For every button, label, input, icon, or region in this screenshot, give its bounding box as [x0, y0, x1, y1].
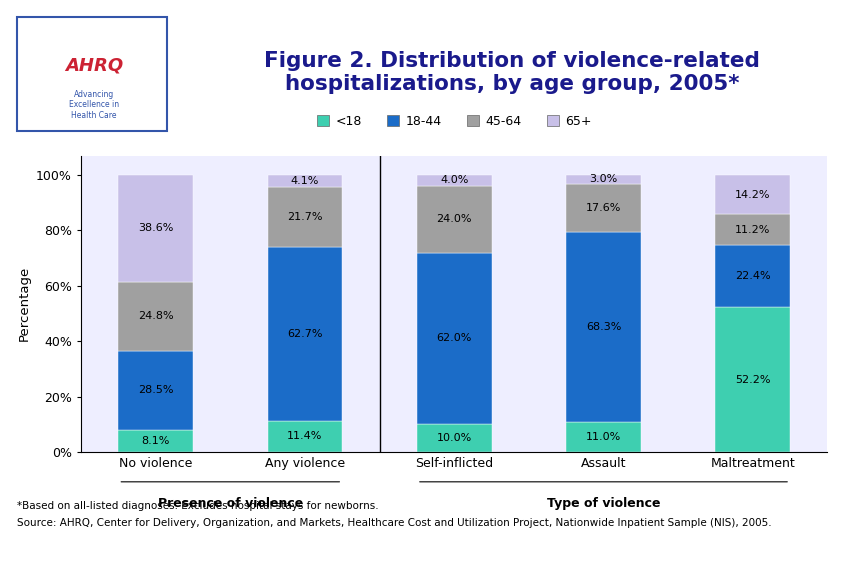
Bar — [417, 186, 491, 252]
Text: 3.0%: 3.0% — [589, 175, 617, 184]
Text: 10.0%: 10.0% — [436, 433, 471, 444]
Text: AHRQ: AHRQ — [65, 57, 123, 75]
Bar — [566, 175, 640, 184]
FancyBboxPatch shape — [17, 17, 167, 131]
Text: Presence of violence: Presence of violence — [158, 497, 302, 510]
Bar — [566, 422, 640, 452]
Bar — [417, 425, 491, 452]
Text: Figure 2. Distribution of violence-related
hospitalizations, by age group, 2005*: Figure 2. Distribution of violence-relat… — [263, 51, 759, 94]
Text: 22.4%: 22.4% — [734, 271, 769, 282]
Bar — [417, 175, 491, 186]
Bar — [118, 351, 193, 430]
Text: 17.6%: 17.6% — [585, 203, 620, 213]
Text: 38.6%: 38.6% — [138, 223, 173, 233]
Bar — [118, 282, 193, 351]
Text: 4.1%: 4.1% — [291, 176, 319, 186]
Y-axis label: Percentage: Percentage — [18, 266, 31, 342]
Text: 62.0%: 62.0% — [436, 334, 471, 343]
Text: 62.7%: 62.7% — [287, 329, 322, 339]
Bar — [715, 175, 789, 214]
Text: 28.5%: 28.5% — [138, 385, 173, 395]
Text: *Based on all-listed diagnoses. Excludes hospital stays for newborns.: *Based on all-listed diagnoses. Excludes… — [17, 501, 378, 511]
Text: 52.2%: 52.2% — [734, 375, 769, 385]
Bar — [268, 187, 342, 247]
Text: Source: AHRQ, Center for Delivery, Organization, and Markets, Healthcare Cost an: Source: AHRQ, Center for Delivery, Organ… — [17, 518, 771, 528]
Text: 4.0%: 4.0% — [440, 176, 468, 185]
Text: 14.2%: 14.2% — [734, 190, 769, 200]
Text: 24.0%: 24.0% — [436, 214, 471, 224]
Text: 11.0%: 11.0% — [585, 432, 620, 442]
Text: 24.8%: 24.8% — [138, 311, 173, 321]
Text: 11.2%: 11.2% — [734, 225, 769, 235]
Legend: <18, 18-44, 45-64, 65+: <18, 18-44, 45-64, 65+ — [311, 110, 596, 133]
Text: 8.1%: 8.1% — [141, 436, 170, 446]
Bar — [118, 175, 193, 282]
Bar — [268, 247, 342, 420]
Text: 68.3%: 68.3% — [585, 322, 620, 332]
Bar — [268, 175, 342, 187]
Text: 11.4%: 11.4% — [287, 431, 322, 441]
Text: 21.7%: 21.7% — [287, 211, 322, 222]
Bar — [715, 214, 789, 245]
Bar — [268, 420, 342, 452]
Bar — [417, 252, 491, 425]
Bar — [118, 430, 193, 452]
Bar — [715, 245, 789, 308]
Bar — [566, 184, 640, 232]
Bar — [715, 308, 789, 452]
Text: Advancing
Excellence in
Health Care: Advancing Excellence in Health Care — [69, 90, 118, 120]
Bar — [566, 232, 640, 422]
Text: Type of violence: Type of violence — [546, 497, 659, 510]
